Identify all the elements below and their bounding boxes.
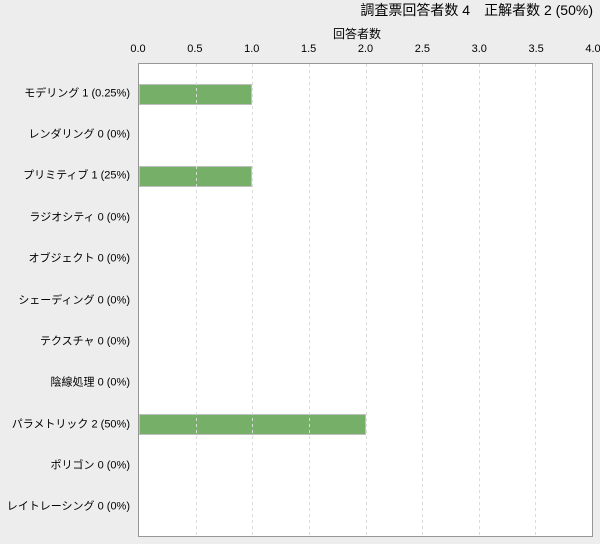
x-tick-label: 1.0 [244, 43, 260, 55]
plot-area [138, 63, 593, 537]
category-label: プリミティブ 1 (25%) [23, 169, 130, 182]
gridline [422, 64, 424, 536]
gridline [535, 64, 537, 536]
chart-title: 調査票回答者数 4 正解者数 2 (50%) [360, 2, 593, 18]
x-tick-label: 0.5 [187, 43, 203, 55]
x-tick-label: 0.0 [130, 43, 146, 55]
gridline [195, 64, 197, 536]
category-label: パラメトリック 2 (50%) [11, 418, 130, 431]
x-tick-label: 2.0 [357, 43, 374, 55]
category-label: 陰線処理 0 (0%) [50, 376, 130, 389]
gridline [308, 64, 310, 536]
x-tick-label: 4.0 [585, 43, 600, 55]
category-axis-labels: モデリング 1 (0.25%) レンダリング 0 (0%) プリミティブ 1 (25… [0, 63, 130, 537]
category-label: テクスチャ 0 (0%) [39, 335, 130, 348]
x-axis-title: 回答者数 [333, 27, 382, 41]
gridline [252, 64, 254, 536]
gridline [478, 64, 480, 536]
x-tick-label: 2.5 [414, 43, 431, 55]
category-label: ポリゴン 0 (0%) [50, 459, 130, 472]
x-tick-label: 3.0 [471, 43, 487, 55]
category-label: レイトレーシング 0 (0%) [6, 500, 130, 513]
x-axis-tick-labels: 0.0 0.5 1.0 1.5 2.0 2.5 3.0 3.5 4.0 [0, 43, 600, 57]
x-tick-label: 1.5 [300, 43, 317, 55]
category-label: シェーディング 0 (0%) [18, 294, 130, 306]
category-label: ラジオシティ 0 (0%) [29, 211, 130, 224]
category-label: オブジェクト 0 (0%) [28, 252, 130, 265]
category-label: レンダリング 0 (0%) [28, 128, 130, 141]
category-label: モデリング 1 (0.25%) [24, 87, 130, 100]
x-tick-label: 3.5 [528, 43, 544, 55]
gridline [365, 64, 367, 536]
